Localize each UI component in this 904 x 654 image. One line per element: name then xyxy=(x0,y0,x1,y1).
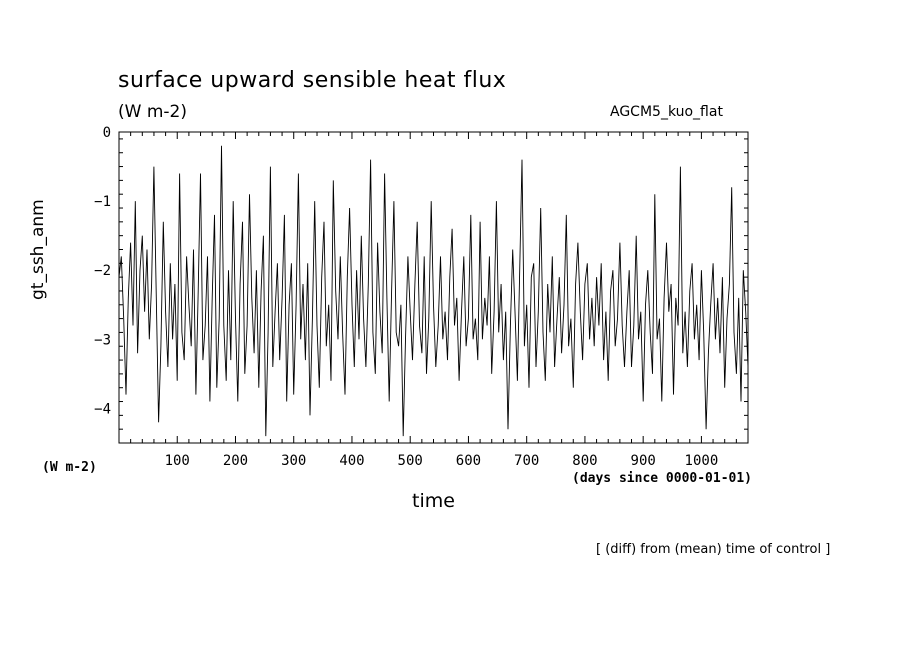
x-tick-label: 500 xyxy=(398,453,423,469)
y-tick-label: 0 xyxy=(103,125,111,141)
x-tick-label: 200 xyxy=(223,453,248,469)
x-tick-label: 100 xyxy=(165,453,190,469)
y-tick-label: −4 xyxy=(94,401,111,417)
x-tick-label: 800 xyxy=(572,453,597,469)
x-tick-label: 1000 xyxy=(685,453,719,469)
units-label: (W m-2) xyxy=(118,102,187,122)
x-tick-label: 900 xyxy=(631,453,656,469)
chart-title: surface upward sensible heat flux xyxy=(118,68,507,93)
axis-ticks: 100 200 300 400 500 600 700 800 900 1000 0 −1 −2 −3 −4 xyxy=(94,125,749,469)
x-tick-label: 600 xyxy=(456,453,481,469)
series-group xyxy=(118,145,749,437)
model-label: AGCM5_kuo_flat xyxy=(610,104,723,120)
x-units-label: (days since 0000-01-01) xyxy=(572,471,753,486)
y-tick-label: −3 xyxy=(94,332,111,348)
x-axis-label: time xyxy=(412,490,455,512)
series-line xyxy=(118,145,749,437)
y-units-label: (W m-2) xyxy=(42,460,97,475)
x-tick-label: 400 xyxy=(339,453,364,469)
x-tick-label: 300 xyxy=(281,453,306,469)
footer-note: [ (diff) from (mean) time of control ] xyxy=(596,542,831,557)
y-tick-label: −1 xyxy=(94,194,111,210)
x-tick-label: 700 xyxy=(514,453,539,469)
y-tick-label: −2 xyxy=(94,263,111,279)
